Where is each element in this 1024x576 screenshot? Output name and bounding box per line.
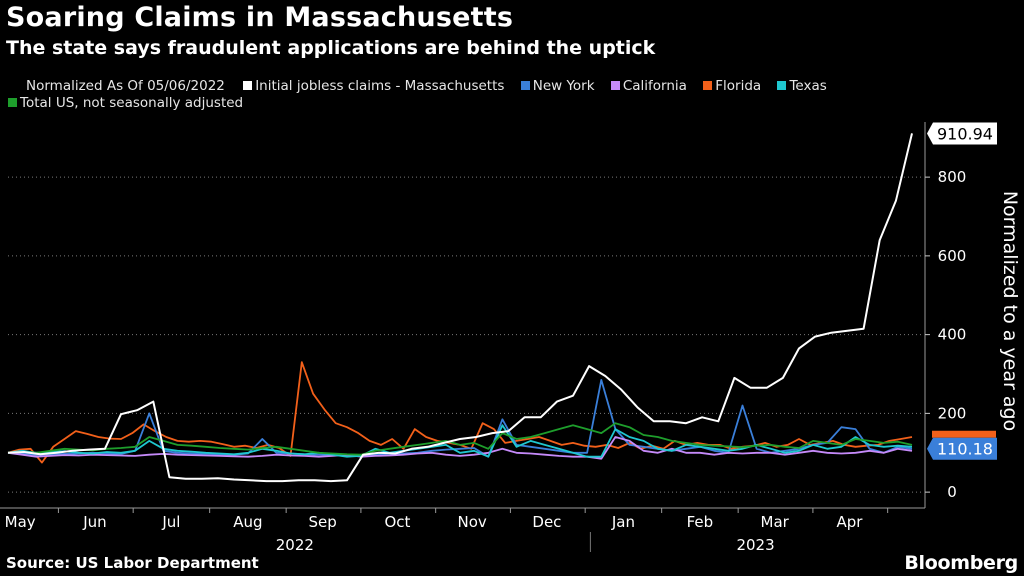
legend-swatch bbox=[8, 98, 17, 107]
legend-label: Florida bbox=[715, 78, 762, 94]
x-tick-label-may: May bbox=[5, 513, 36, 531]
x-tick-label-dec: Dec bbox=[532, 513, 561, 531]
legend-swatch bbox=[520, 81, 530, 90]
legend-label: Initial jobless claims - Massachusetts bbox=[255, 78, 505, 94]
year-label-2023: 2023 bbox=[736, 536, 774, 554]
legend-label: California bbox=[622, 78, 687, 94]
x-tick-label-apr: Apr bbox=[836, 513, 863, 531]
y-tick-label-800: 800 bbox=[938, 168, 967, 186]
legend-swatch bbox=[243, 81, 253, 90]
x-tick-label-nov: Nov bbox=[458, 513, 487, 531]
series-line-california bbox=[7, 436, 913, 460]
legend-swatch bbox=[777, 81, 787, 90]
legend-normalization-note: Normalized As Of 05/06/2022 bbox=[26, 78, 225, 94]
end-label-box-0 bbox=[927, 122, 997, 145]
x-tick-label-jul: Jul bbox=[161, 513, 180, 531]
x-tick-label-feb: Feb bbox=[687, 513, 714, 531]
end-label-box-1 bbox=[927, 437, 997, 460]
x-tick-label-mar: Mar bbox=[761, 513, 790, 531]
y-tick-label-600: 600 bbox=[938, 247, 967, 265]
bloomberg-logo: Bloomberg bbox=[904, 552, 1018, 574]
x-tick-label-sep: Sep bbox=[309, 513, 337, 531]
y-tick-label-400: 400 bbox=[938, 326, 967, 344]
legend-label: Texas bbox=[789, 78, 827, 94]
source-note: Source: US Labor Department bbox=[6, 554, 259, 572]
legend-item-total-us[interactable]: Total US, not seasonally adjusted bbox=[8, 95, 243, 112]
legend-row-2: Total US, not seasonally adjusted bbox=[8, 95, 938, 112]
series-line-florida bbox=[7, 361, 913, 464]
legend-item-texas[interactable]: Texas bbox=[777, 78, 827, 95]
end-label-text-0: 910.94 bbox=[937, 124, 993, 143]
end-label-text-1: 110.18 bbox=[937, 440, 993, 459]
series-line-new-york bbox=[7, 378, 913, 458]
x-tick-label-oct: Oct bbox=[384, 513, 410, 531]
series-line-initial-jobless-claims-massachusetts bbox=[7, 133, 913, 483]
y-tick-label-0: 0 bbox=[947, 483, 957, 501]
series-line-total-us-not-seasonally-adjusted bbox=[7, 422, 913, 456]
legend-item-california[interactable]: California bbox=[610, 78, 687, 95]
legend-swatch bbox=[610, 81, 620, 90]
legend-row-1: Normalized As Of 05/06/2022 Initial jobl… bbox=[8, 78, 938, 95]
legend-swatch bbox=[703, 81, 713, 90]
legend-item-florida[interactable]: Florida bbox=[703, 78, 761, 95]
x-tick-label-jan: Jan bbox=[611, 513, 635, 531]
legend-item-massachusetts[interactable]: Initial jobless claims - Massachusetts bbox=[243, 78, 504, 95]
legend-label: New York bbox=[532, 78, 595, 94]
legend: Normalized As Of 05/06/2022 Initial jobl… bbox=[8, 78, 938, 112]
chart-subtitle: The state says fraudulent applications a… bbox=[6, 37, 656, 59]
y-axis-label: Normalized to a year ago bbox=[999, 191, 1021, 431]
legend-label: Total US, not seasonally adjusted bbox=[20, 95, 244, 111]
florida-end-marker bbox=[932, 430, 996, 438]
x-tick-label-aug: Aug bbox=[233, 513, 262, 531]
legend-item-new-york[interactable]: New York bbox=[520, 78, 595, 95]
y-tick-label-200: 200 bbox=[938, 404, 967, 422]
chart-title: Soaring Claims in Massachusetts bbox=[6, 2, 514, 33]
x-tick-label-jun: Jun bbox=[82, 513, 106, 531]
year-label-2022: 2022 bbox=[276, 536, 314, 554]
